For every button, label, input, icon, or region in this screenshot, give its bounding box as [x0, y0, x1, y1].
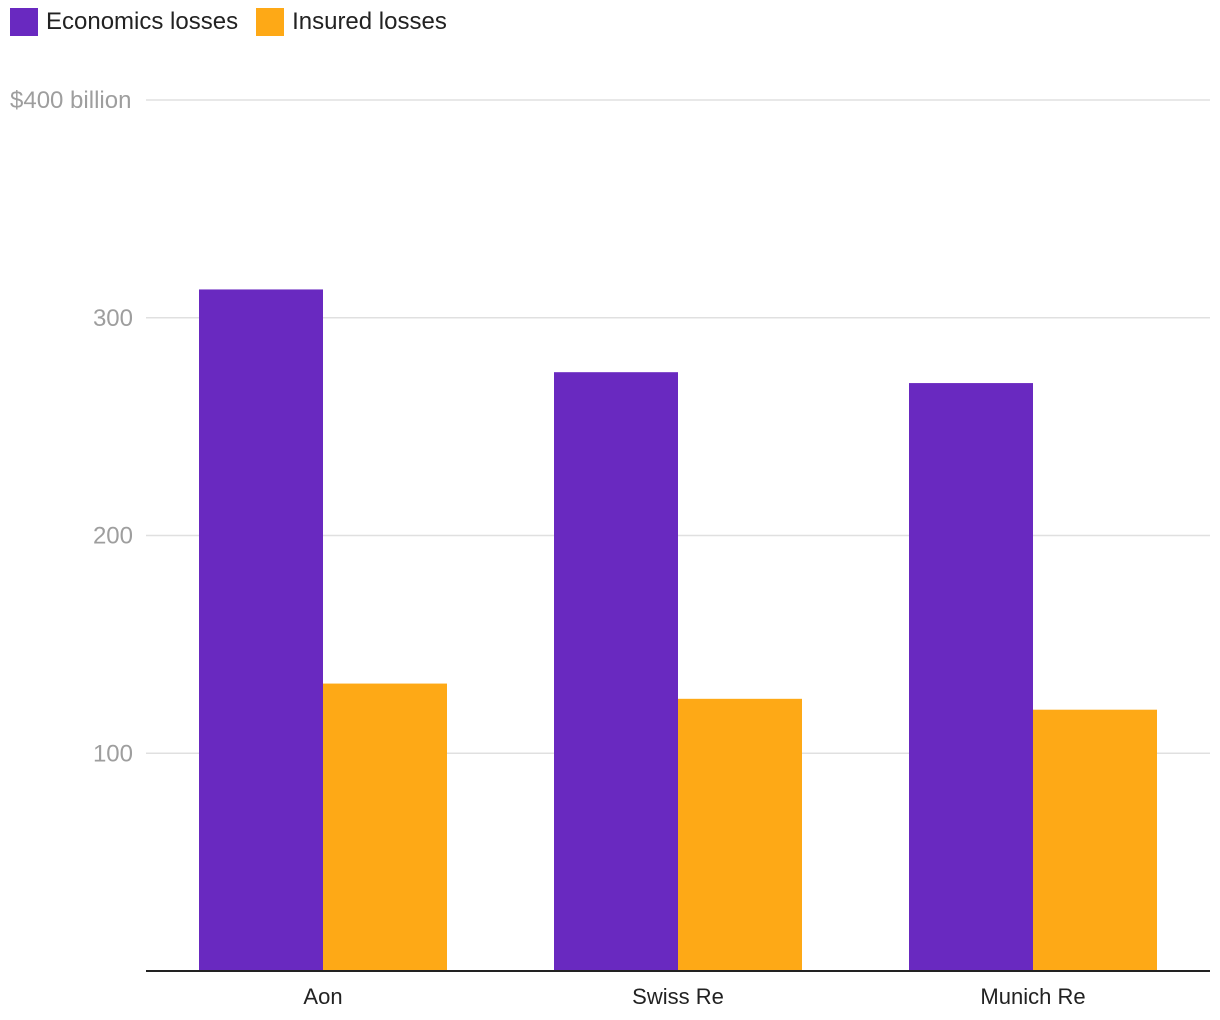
legend: Economics losses Insured losses: [10, 8, 465, 36]
bar-insured-munich-re: [1033, 709, 1157, 971]
legend-label-insured-losses: Insured losses: [292, 8, 447, 35]
legend-swatch-insured-losses: [256, 8, 285, 36]
bar-insured-swiss-re: [678, 698, 802, 971]
bar-economics-munich-re: [909, 383, 1033, 971]
legend-item-economics-losses[interactable]: Economics losses: [10, 8, 238, 36]
y-tick-label-0: 100: [93, 740, 133, 767]
x-tick-label-swiss-re: Swiss Re: [632, 984, 724, 1009]
x-tick-label-aon: Aon: [303, 984, 342, 1009]
y-tick-label-3: $400 billion: [10, 87, 131, 114]
x-tick-label-munich-re: Munich Re: [980, 984, 1085, 1009]
y-tick-label-2: 300: [93, 305, 133, 332]
bar-economics-aon: [199, 289, 323, 971]
legend-label-economics-losses: Economics losses: [46, 8, 239, 35]
bar-insured-aon: [323, 683, 447, 971]
bar-economics-swiss-re: [554, 372, 678, 971]
y-tick-label-1: 200: [93, 523, 133, 550]
legend-item-insured-losses[interactable]: Insured losses: [256, 8, 447, 36]
legend-swatch-economics-losses: [10, 8, 38, 36]
